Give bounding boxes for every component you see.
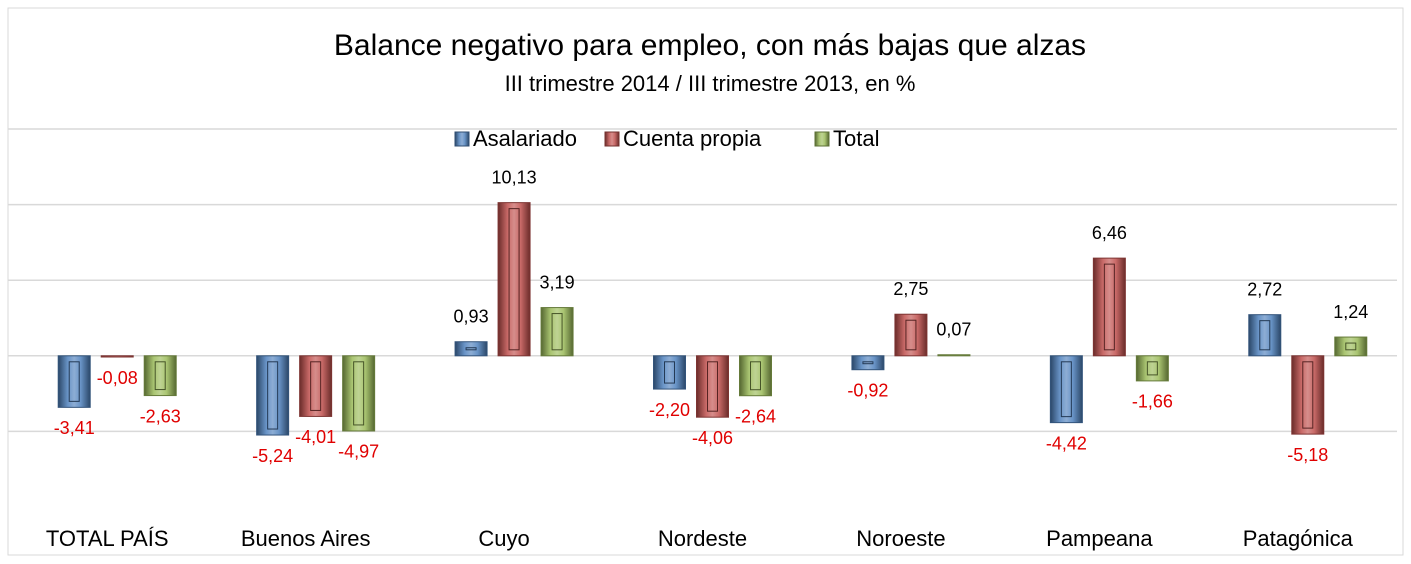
x-tick-label: Patagónica	[1243, 526, 1354, 551]
bar-bevel	[1103, 263, 1115, 351]
x-tick-label: Noroeste	[856, 526, 945, 551]
bar-bevel	[508, 208, 520, 351]
x-tick-label: Pampeana	[1046, 526, 1153, 551]
bar	[937, 354, 971, 357]
bar	[299, 355, 333, 417]
data-label: 3,19	[540, 272, 575, 292]
chart-title: Balance negativo para empleo, con más ba…	[334, 29, 1086, 62]
data-label: -2,63	[140, 406, 181, 426]
data-label: -2,20	[649, 400, 690, 420]
bar	[454, 341, 488, 357]
chart-subtitle: III trimestre 2014 / III trimestre 2013,…	[505, 71, 916, 96]
bar	[497, 202, 531, 357]
bar-bevel	[1302, 361, 1314, 429]
legend-swatch	[604, 131, 620, 147]
bar	[342, 355, 376, 432]
data-label: 2,75	[893, 279, 928, 299]
bar-bevel	[154, 361, 166, 391]
legend-label: Cuenta propia	[623, 126, 762, 151]
bar-bevel	[1345, 342, 1357, 351]
data-label: -5,18	[1287, 445, 1328, 465]
bar	[143, 355, 177, 397]
data-label: -0,08	[97, 368, 138, 388]
bar-bevel	[551, 313, 563, 351]
bar	[894, 313, 928, 357]
bar-bevel	[1146, 361, 1158, 376]
data-label: 1,24	[1333, 302, 1368, 322]
chart-frame	[7, 7, 1404, 556]
legend: Asalariado Cuenta propia Total	[454, 126, 879, 151]
bar	[540, 307, 574, 357]
x-tick-label: Nordeste	[658, 526, 747, 551]
bar-bevel	[1060, 361, 1072, 418]
x-tick-label: TOTAL PAÍS	[46, 526, 169, 551]
bar	[1248, 314, 1282, 357]
data-label: -4,42	[1046, 433, 1087, 453]
data-label: 0,07	[936, 319, 971, 339]
bar-bevel	[1259, 320, 1271, 351]
x-tick-label: Cuyo	[478, 526, 529, 551]
data-label: -1,66	[1132, 392, 1173, 412]
data-label: -3,41	[54, 418, 95, 438]
bar	[1291, 355, 1325, 435]
legend-label: Asalariado	[473, 126, 577, 151]
data-label: -4,06	[692, 428, 733, 448]
bar	[696, 355, 729, 418]
bar-bevel	[68, 361, 80, 402]
legend-swatch	[454, 131, 470, 147]
bar-bevel	[905, 319, 917, 351]
bar-bevel	[664, 361, 675, 384]
data-label: 0,93	[454, 306, 489, 326]
bar	[851, 355, 885, 371]
x-tick-label: Buenos Aires	[241, 526, 371, 551]
bar-bevel	[353, 361, 365, 426]
bar	[57, 355, 91, 408]
bar	[1049, 355, 1083, 424]
data-label: 10,13	[492, 167, 537, 187]
bar-bevel	[267, 361, 279, 430]
bar-bevel	[310, 361, 322, 411]
bar-bevel	[862, 361, 874, 365]
bar	[100, 355, 134, 358]
bar	[1135, 355, 1169, 382]
data-label: 2,72	[1247, 279, 1282, 299]
data-label: -2,64	[735, 406, 776, 426]
data-label: -4,01	[295, 427, 336, 447]
bar	[256, 355, 290, 436]
bar	[1334, 336, 1368, 357]
bar-bevel	[750, 361, 761, 391]
bar	[1092, 257, 1126, 357]
bar	[739, 355, 772, 397]
bar	[653, 355, 686, 390]
bar-bevel	[707, 361, 718, 412]
legend-label: Total	[833, 126, 879, 151]
bar-bevel	[465, 347, 477, 351]
data-label: -4,97	[338, 442, 379, 462]
legend-swatch	[814, 131, 830, 147]
data-label: -5,24	[252, 446, 293, 466]
data-label: -0,92	[847, 380, 888, 400]
data-label: 6,46	[1092, 223, 1127, 243]
